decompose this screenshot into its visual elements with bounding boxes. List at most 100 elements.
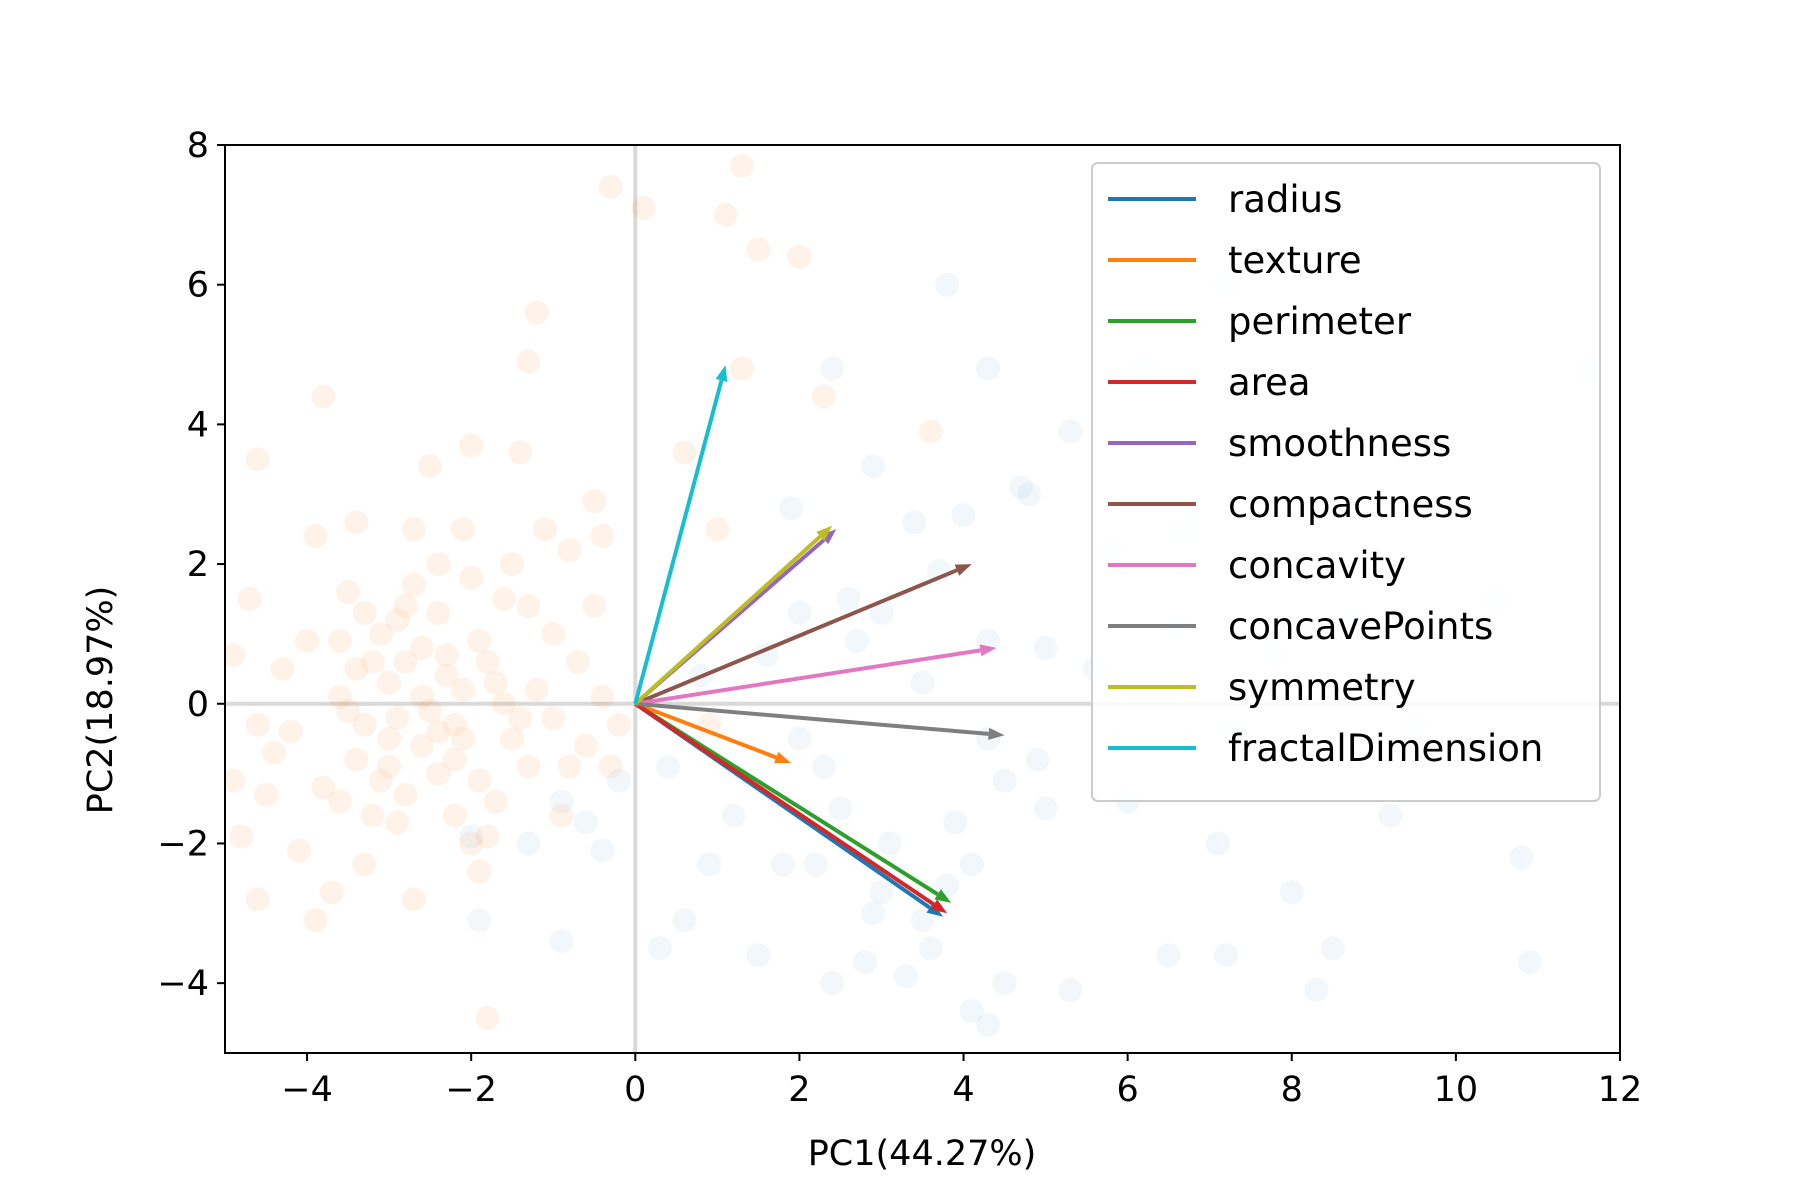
scatter-point (574, 810, 599, 835)
scatter-point (869, 600, 894, 625)
scatter-point (565, 649, 590, 674)
scatter-point (549, 789, 574, 814)
scatter-point (877, 831, 902, 856)
scatter-point (434, 642, 459, 667)
scatter-point (524, 677, 549, 702)
scatter-point (803, 852, 828, 877)
arrow-concavity (634, 648, 981, 706)
scatter-point (787, 726, 812, 751)
scatter-point (516, 754, 541, 779)
scatter-point (368, 768, 393, 793)
scatter-point (245, 712, 270, 737)
scatter-point (303, 908, 328, 933)
scatter-point (483, 789, 508, 814)
scatter-point (401, 517, 426, 542)
scatter-point (426, 552, 451, 577)
scatter-point (713, 202, 738, 227)
scatter-point (812, 754, 837, 779)
scatter-point (360, 649, 385, 674)
x-tick-label: 10 (1434, 1070, 1479, 1110)
scatter-point (729, 356, 754, 381)
scatter-point (598, 174, 623, 199)
scatter-point (943, 810, 968, 835)
scatter-point (524, 300, 549, 325)
scatter-point (385, 607, 410, 632)
scatter-point (225, 768, 246, 793)
scatter-point (237, 587, 262, 611)
scatter-point (385, 705, 410, 730)
scatter-point (442, 803, 467, 828)
scatter-point (590, 684, 615, 709)
scatter-point (450, 726, 475, 751)
scatter-point (976, 1013, 1001, 1038)
x-tick-label: 0 (624, 1070, 646, 1110)
scatter-point (377, 726, 402, 751)
scatter-point (582, 489, 607, 514)
scatter-point (475, 824, 500, 849)
scatter-point (1304, 978, 1329, 1003)
scatter-point (1214, 943, 1239, 968)
scatter-point (721, 803, 746, 828)
y-tick-label: 6 (187, 266, 209, 306)
x-tick-label: 8 (1281, 1070, 1303, 1110)
scatter-point (426, 719, 451, 744)
scatter-point (360, 803, 385, 828)
scatter-point (549, 929, 574, 954)
scatter-point (377, 670, 402, 695)
scatter-point (828, 796, 853, 821)
y-axis: −4 −2 0 2 4 6 8 (157, 126, 225, 1004)
scatter-point (393, 649, 418, 674)
arrowhead-perimeter (934, 889, 952, 903)
scatter-point (459, 824, 484, 849)
scatter-point (1033, 635, 1058, 660)
arrowhead-area (930, 899, 948, 914)
scatter-point (418, 454, 443, 479)
scatter-point (401, 887, 426, 912)
x-tick-label: 4 (952, 1070, 974, 1110)
scatter-point (836, 587, 861, 611)
scatter-point (442, 747, 467, 772)
scatter-point (729, 153, 754, 178)
scatter-point (902, 510, 927, 535)
scatter-point (1205, 831, 1230, 856)
scatter-point (672, 908, 697, 933)
scatter-point (475, 1006, 500, 1031)
scatter-point (426, 600, 451, 625)
scatter-point (951, 503, 976, 528)
scatter-point (426, 761, 451, 786)
scatter-point (409, 684, 434, 709)
scatter-point (779, 496, 804, 521)
arrowhead-fractalDimension (715, 365, 728, 383)
scatter-point (336, 698, 361, 723)
scatter-point (976, 356, 1001, 381)
scatter-point (311, 775, 336, 800)
scatter-point (853, 950, 878, 975)
scatter-point (229, 824, 254, 849)
scatter-point (1517, 950, 1542, 975)
scatter-point (1008, 475, 1033, 500)
y-tick-label: 4 (187, 405, 209, 445)
scatter-point (787, 244, 812, 269)
scatter-point (327, 789, 352, 814)
scatter-point (656, 754, 681, 779)
scatter-point (467, 768, 492, 793)
legend-label-concavePoints: concavePoints (1228, 605, 1493, 648)
scatter-point (516, 593, 541, 618)
legend-label-perimeter: perimeter (1228, 300, 1412, 343)
scatter-point (812, 384, 837, 409)
scatter-point (344, 656, 369, 681)
scatter-point (409, 635, 434, 660)
scatter-point (409, 733, 434, 758)
scatter-point (377, 754, 402, 779)
legend-box (1091, 162, 1601, 802)
scatter-point (590, 838, 615, 863)
scatter-point (352, 852, 377, 877)
legend-label-texture: texture (1228, 239, 1362, 282)
scatter-point (500, 552, 525, 577)
scatter-point (1025, 747, 1050, 772)
scatter-point (303, 524, 328, 549)
x-tick-label: 12 (1598, 1070, 1643, 1110)
scatter-point (541, 621, 566, 646)
scatter-point (225, 642, 246, 667)
